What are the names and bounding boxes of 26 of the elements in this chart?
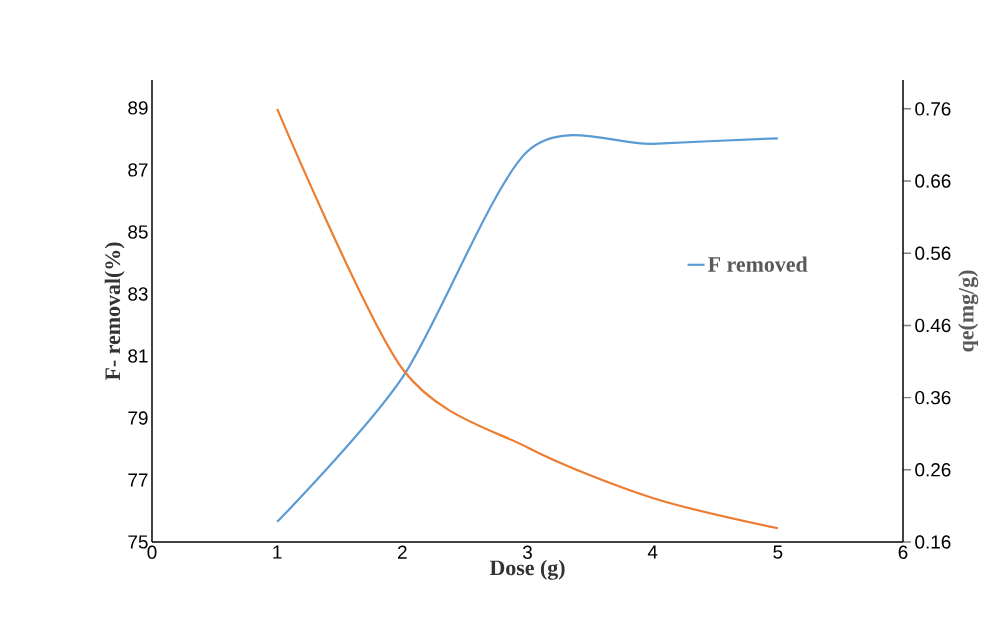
legend-label: F removed [708, 256, 808, 272]
y2-axis-title: qe(mg/g) [958, 270, 979, 352]
y2-tick-label: 0.76 [915, 102, 951, 116]
y-tick-label: 79 [128, 411, 148, 425]
y-tick-label: 75 [128, 535, 148, 549]
y-tick-label: 83 [128, 287, 148, 301]
y-tick-label: 89 [128, 101, 148, 115]
x-tick-label: 1 [273, 545, 282, 559]
y2-tick-label: 0.56 [915, 246, 951, 260]
y2-tick-label: 0.46 [915, 318, 951, 333]
y2-tick-label: 0.26 [915, 463, 951, 477]
y-axis-title: F- removal(%) [104, 242, 125, 381]
x-tick-label: 5 [773, 545, 783, 559]
x-tick-label: 6 [898, 545, 908, 559]
y2-tick-label: 0.16 [915, 535, 951, 549]
y-tick-label: 77 [128, 473, 148, 487]
y-tick-label: 87 [128, 163, 148, 177]
y-tick-label: 85 [128, 225, 148, 239]
x-tick-label: 0 [147, 545, 157, 559]
x-tick-label: 4 [647, 545, 658, 559]
y2-tick-label: 0.36 [915, 390, 951, 405]
x-tick-label: 2 [398, 545, 407, 559]
x-axis-title: Dose (g) [489, 559, 565, 580]
y-tick-label: 81 [128, 349, 148, 363]
x-tick-label: 3 [522, 545, 532, 559]
y2-tick-label: 0.66 [915, 174, 951, 188]
